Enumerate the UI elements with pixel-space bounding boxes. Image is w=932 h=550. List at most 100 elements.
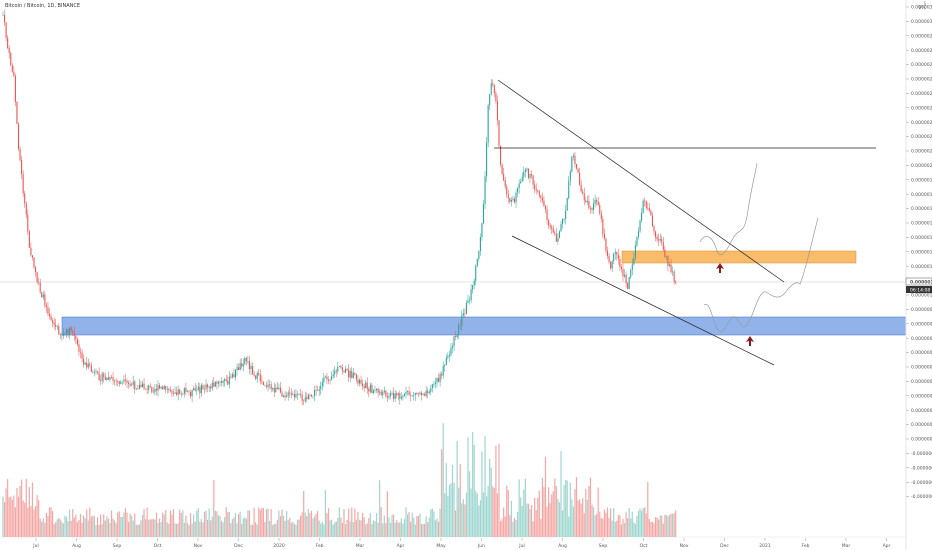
volume-bar (637, 510, 640, 537)
candle-body (448, 354, 450, 357)
volume-bar (258, 507, 260, 537)
volume-bar (98, 524, 100, 537)
volume-bar (55, 522, 57, 537)
volume-bar (419, 513, 421, 537)
candle-body (59, 334, 61, 335)
volume-bar (634, 523, 636, 537)
candle-body (653, 226, 655, 232)
volume-bar (462, 499, 464, 537)
volume-bar (306, 515, 308, 537)
candle-body (603, 233, 605, 239)
candle-body (141, 383, 144, 388)
volume-bar (439, 508, 441, 537)
candle-body (78, 344, 80, 352)
candle-body (138, 384, 140, 390)
candle-body (5, 22, 7, 38)
candle-body (407, 391, 409, 392)
candle-body (417, 393, 419, 395)
volume-bar (411, 512, 413, 537)
candle-body (438, 378, 440, 382)
volume-bar (664, 515, 666, 537)
volume-bar (227, 512, 229, 537)
candle-body (424, 394, 426, 396)
candle-body (172, 393, 175, 394)
candle-body (38, 282, 40, 283)
x-tick-label: Sep (599, 543, 608, 549)
y-tick-label: 0.00000240 (911, 105, 932, 111)
volume-bar (186, 522, 189, 537)
candle-body (334, 370, 336, 375)
volume-bar (436, 518, 438, 537)
volume-bar (196, 510, 198, 537)
candle-body (569, 171, 571, 181)
volume-bar (42, 518, 44, 537)
volume-bar (59, 519, 61, 537)
candle-body (386, 396, 388, 398)
candle-body (317, 390, 319, 392)
volume-bar (267, 508, 269, 537)
candle-body (213, 382, 215, 387)
volume-bar (84, 518, 86, 537)
volume-bar (673, 513, 675, 537)
candle-body (97, 371, 99, 373)
candle-body (532, 175, 534, 185)
volume-bar (341, 522, 344, 537)
candle-body (151, 386, 153, 392)
candle-body (633, 258, 635, 265)
candle-body (377, 388, 379, 393)
candle-body (369, 384, 371, 392)
candle-body (295, 394, 297, 398)
volume-bar (284, 520, 286, 537)
candle-body (44, 294, 46, 306)
volume-bar (613, 508, 615, 537)
candle-body (255, 375, 257, 379)
countdown-box (906, 286, 932, 293)
volume-bar (255, 522, 257, 537)
candle-body (75, 335, 77, 340)
candle-body (541, 197, 543, 201)
time-axis[interactable]: Jul Aug Sep Oct Nov Dec 2020 Feb Mar Apr May Jun Jul… (32, 538, 891, 549)
price-scale-corner[interactable]: S BTC (919, 2, 926, 10)
up-arrow-upper (716, 263, 724, 273)
volume-bar (408, 511, 410, 537)
candle-body (489, 94, 491, 106)
candle-body (456, 335, 458, 338)
volume-bar (631, 511, 633, 537)
volume-bar (47, 516, 49, 537)
volume-bar (58, 517, 60, 537)
volume-bar (340, 517, 342, 537)
candle-body (121, 381, 123, 383)
volume-bar (148, 519, 150, 537)
candle-body (2, 14, 4, 16)
candle-body (549, 225, 551, 227)
volume-bar (290, 522, 292, 537)
candle-body (416, 393, 418, 394)
volume-bar (538, 490, 540, 537)
volume-bar (208, 508, 210, 537)
candle-body (281, 392, 283, 397)
candle-body (560, 224, 562, 232)
price-axis[interactable]: 0.00000330 0.00000310 0.00000290 0.00000280… (906, 5, 932, 501)
candle-body (55, 324, 57, 327)
candle-body (72, 330, 74, 333)
candle-body (83, 358, 85, 365)
candle-body (619, 258, 621, 268)
volume-bar (675, 510, 677, 537)
candle-body (203, 389, 206, 390)
candle-body (355, 374, 357, 380)
volume-bar (458, 487, 460, 537)
candle-body (86, 362, 88, 368)
volume-bar (304, 512, 306, 537)
candle-body (358, 379, 361, 384)
volume-bar (165, 509, 167, 537)
candle-body (368, 388, 370, 392)
volume-bar (506, 485, 508, 537)
volume-bar (481, 451, 483, 537)
volume-bar (628, 507, 630, 537)
candle-body (234, 369, 237, 378)
candle-body (642, 200, 644, 213)
volume-bar (92, 515, 94, 537)
volume-bar (244, 517, 246, 537)
volume-bar (577, 500, 579, 537)
